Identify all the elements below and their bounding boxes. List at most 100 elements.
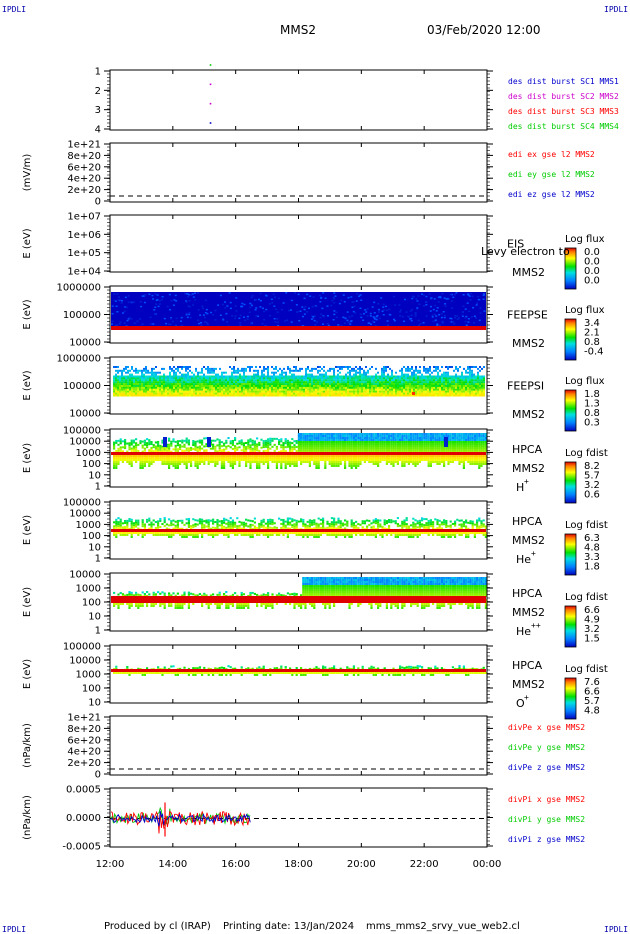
spectrogram-cell [411, 381, 413, 384]
spectrogram-cell [263, 310, 266, 313]
spectrogram-cell [229, 455, 232, 457]
spectrogram-cell [183, 443, 186, 446]
spectrogram-cell [209, 377, 211, 380]
spectrogram-cell [225, 379, 227, 382]
spectrogram-cell [243, 379, 245, 382]
spectrogram-cell [205, 386, 207, 389]
spectrogram-cell [170, 317, 173, 320]
spectrogram-cell [168, 293, 171, 296]
spectrogram-cell [133, 386, 135, 389]
spectrogram-cell [383, 445, 386, 447]
spectrogram-cell [335, 392, 337, 395]
spectrogram-cell [305, 394, 307, 397]
spectrogram-cell [419, 392, 421, 395]
spectrogram-cell [201, 459, 204, 461]
spectrogram-cell [212, 445, 215, 448]
spectrogram-cell [214, 447, 217, 450]
spectrogram-cell [355, 461, 358, 463]
spectrogram-cell [363, 449, 366, 451]
spectrogram-cell [441, 292, 444, 295]
spectrogram-cell [329, 375, 331, 378]
spectrogram-cell [450, 321, 453, 323]
spectrogram-cell [277, 377, 279, 380]
spectrogram-cell [469, 379, 471, 382]
spectrogram-cell [379, 443, 382, 445]
spectrogram-cell [459, 394, 461, 397]
spectrogram-cell [429, 298, 432, 300]
spectrogram-cell [217, 394, 219, 397]
spectrogram-cell [351, 301, 354, 304]
spectrogram-cell [137, 392, 139, 395]
spectrogram-cell [355, 443, 358, 445]
spectrogram-cell [194, 440, 197, 443]
spectrogram-cell [382, 309, 385, 311]
spectrogram-cell [387, 366, 389, 368]
spectrogram-cell [119, 392, 121, 395]
spectrogram-cell [346, 447, 349, 449]
spectrogram-cell [213, 375, 215, 378]
spectrogram-cell [179, 388, 181, 391]
spectrogram-cell [172, 461, 175, 463]
spectrogram-cell [237, 369, 239, 372]
spectrogram-cell [463, 392, 465, 395]
spectrogram-cell [483, 310, 486, 312]
spectrogram-cell [303, 308, 306, 311]
spectrogram-cell [217, 379, 219, 382]
spectrogram-cell [332, 319, 335, 321]
spectrogram-cell [161, 377, 163, 380]
spectrogram-cell [165, 383, 167, 386]
spectrogram-cell [185, 367, 187, 370]
spectrogram-cell [131, 367, 133, 370]
spectrogram-cell [185, 313, 188, 316]
spectrogram-cell [437, 379, 439, 382]
spectrogram-cell [405, 392, 407, 395]
spectrogram-cell [201, 367, 203, 370]
spectrogram-cell [151, 390, 153, 393]
spectrogram-cell [185, 386, 187, 389]
spectrogram-cell [328, 435, 331, 437]
spectrogram-cell [132, 459, 135, 461]
spectrogram-cell [379, 445, 382, 447]
spectrogram-cell [315, 390, 317, 393]
spectrogram-cell [234, 305, 237, 307]
spectrogram-cell [127, 381, 129, 384]
spectrogram-cell [365, 385, 367, 387]
spectrogram-cell [180, 324, 183, 327]
spectrogram-cell [383, 385, 385, 387]
spectrogram-cell [387, 388, 389, 391]
spectrogram-cell [351, 386, 353, 389]
spectrogram-cell [313, 449, 316, 451]
spectrogram-cell [329, 386, 331, 389]
spectrogram-cell [185, 394, 187, 397]
spectrogram-cell [457, 394, 459, 397]
spectrogram-cell [161, 394, 163, 397]
spectrogram-cell [127, 386, 129, 389]
spectrogram-cell [441, 375, 443, 378]
spectrogram-cell [374, 441, 377, 443]
spectrogram-cell [373, 317, 376, 319]
spectrogram-cell [125, 367, 127, 370]
spectrogram-cell [441, 379, 443, 382]
spectrogram-cell [253, 373, 255, 376]
spectrogram-cell [363, 435, 366, 437]
spectrogram-cell [479, 386, 481, 389]
spectrogram-cell [267, 446, 270, 449]
colorbar-title: Log flux [565, 376, 605, 387]
spectrogram-cell [333, 313, 336, 316]
spectrogram-cell [388, 457, 391, 459]
spectrogram-cell [359, 388, 361, 391]
spectrogram-cell [284, 461, 287, 463]
spectrogram-cell [388, 437, 391, 439]
spectrogram-cell [427, 388, 429, 391]
spectrogram-cell [401, 457, 404, 459]
spectrogram-cell [311, 447, 314, 449]
spectrogram-cell [259, 394, 261, 397]
spectrogram-cell [383, 394, 385, 397]
spectrogram-cell [319, 441, 322, 443]
spectrogram-cell [187, 455, 190, 457]
spectrogram-cell [371, 394, 373, 397]
spectrogram-cell [379, 375, 381, 378]
spectrogram-cell [119, 321, 122, 323]
spectrogram-cell [191, 390, 193, 393]
spectrogram-cell [187, 449, 190, 452]
